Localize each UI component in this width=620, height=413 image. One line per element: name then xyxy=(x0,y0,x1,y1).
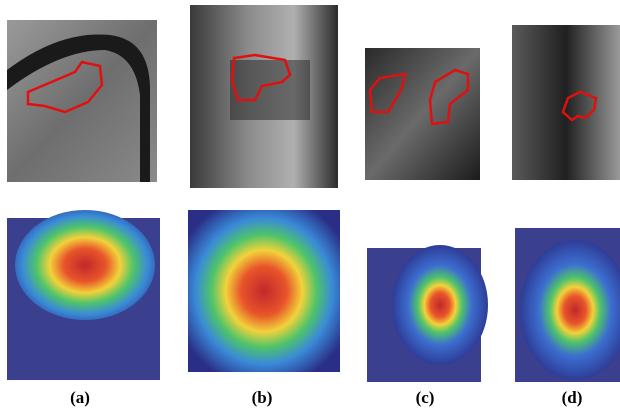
panel-label: (d) xyxy=(562,388,583,407)
outline xyxy=(561,90,598,122)
mri-structure xyxy=(230,60,310,120)
panel-label: (a) xyxy=(70,388,90,407)
mri-structure xyxy=(7,34,150,182)
heatmap-blob xyxy=(15,210,155,320)
heatmaps xyxy=(7,210,620,382)
outline xyxy=(368,72,407,114)
outline xyxy=(428,68,470,126)
panel-label: (b) xyxy=(252,388,273,407)
panel-label: (c) xyxy=(416,388,435,407)
outline xyxy=(26,60,104,114)
heatmap-blob xyxy=(520,240,620,380)
mri-images xyxy=(7,5,620,188)
heatmap-blob xyxy=(392,245,488,365)
mri-image xyxy=(365,48,480,180)
heatmap xyxy=(188,210,340,372)
outline xyxy=(230,53,292,102)
